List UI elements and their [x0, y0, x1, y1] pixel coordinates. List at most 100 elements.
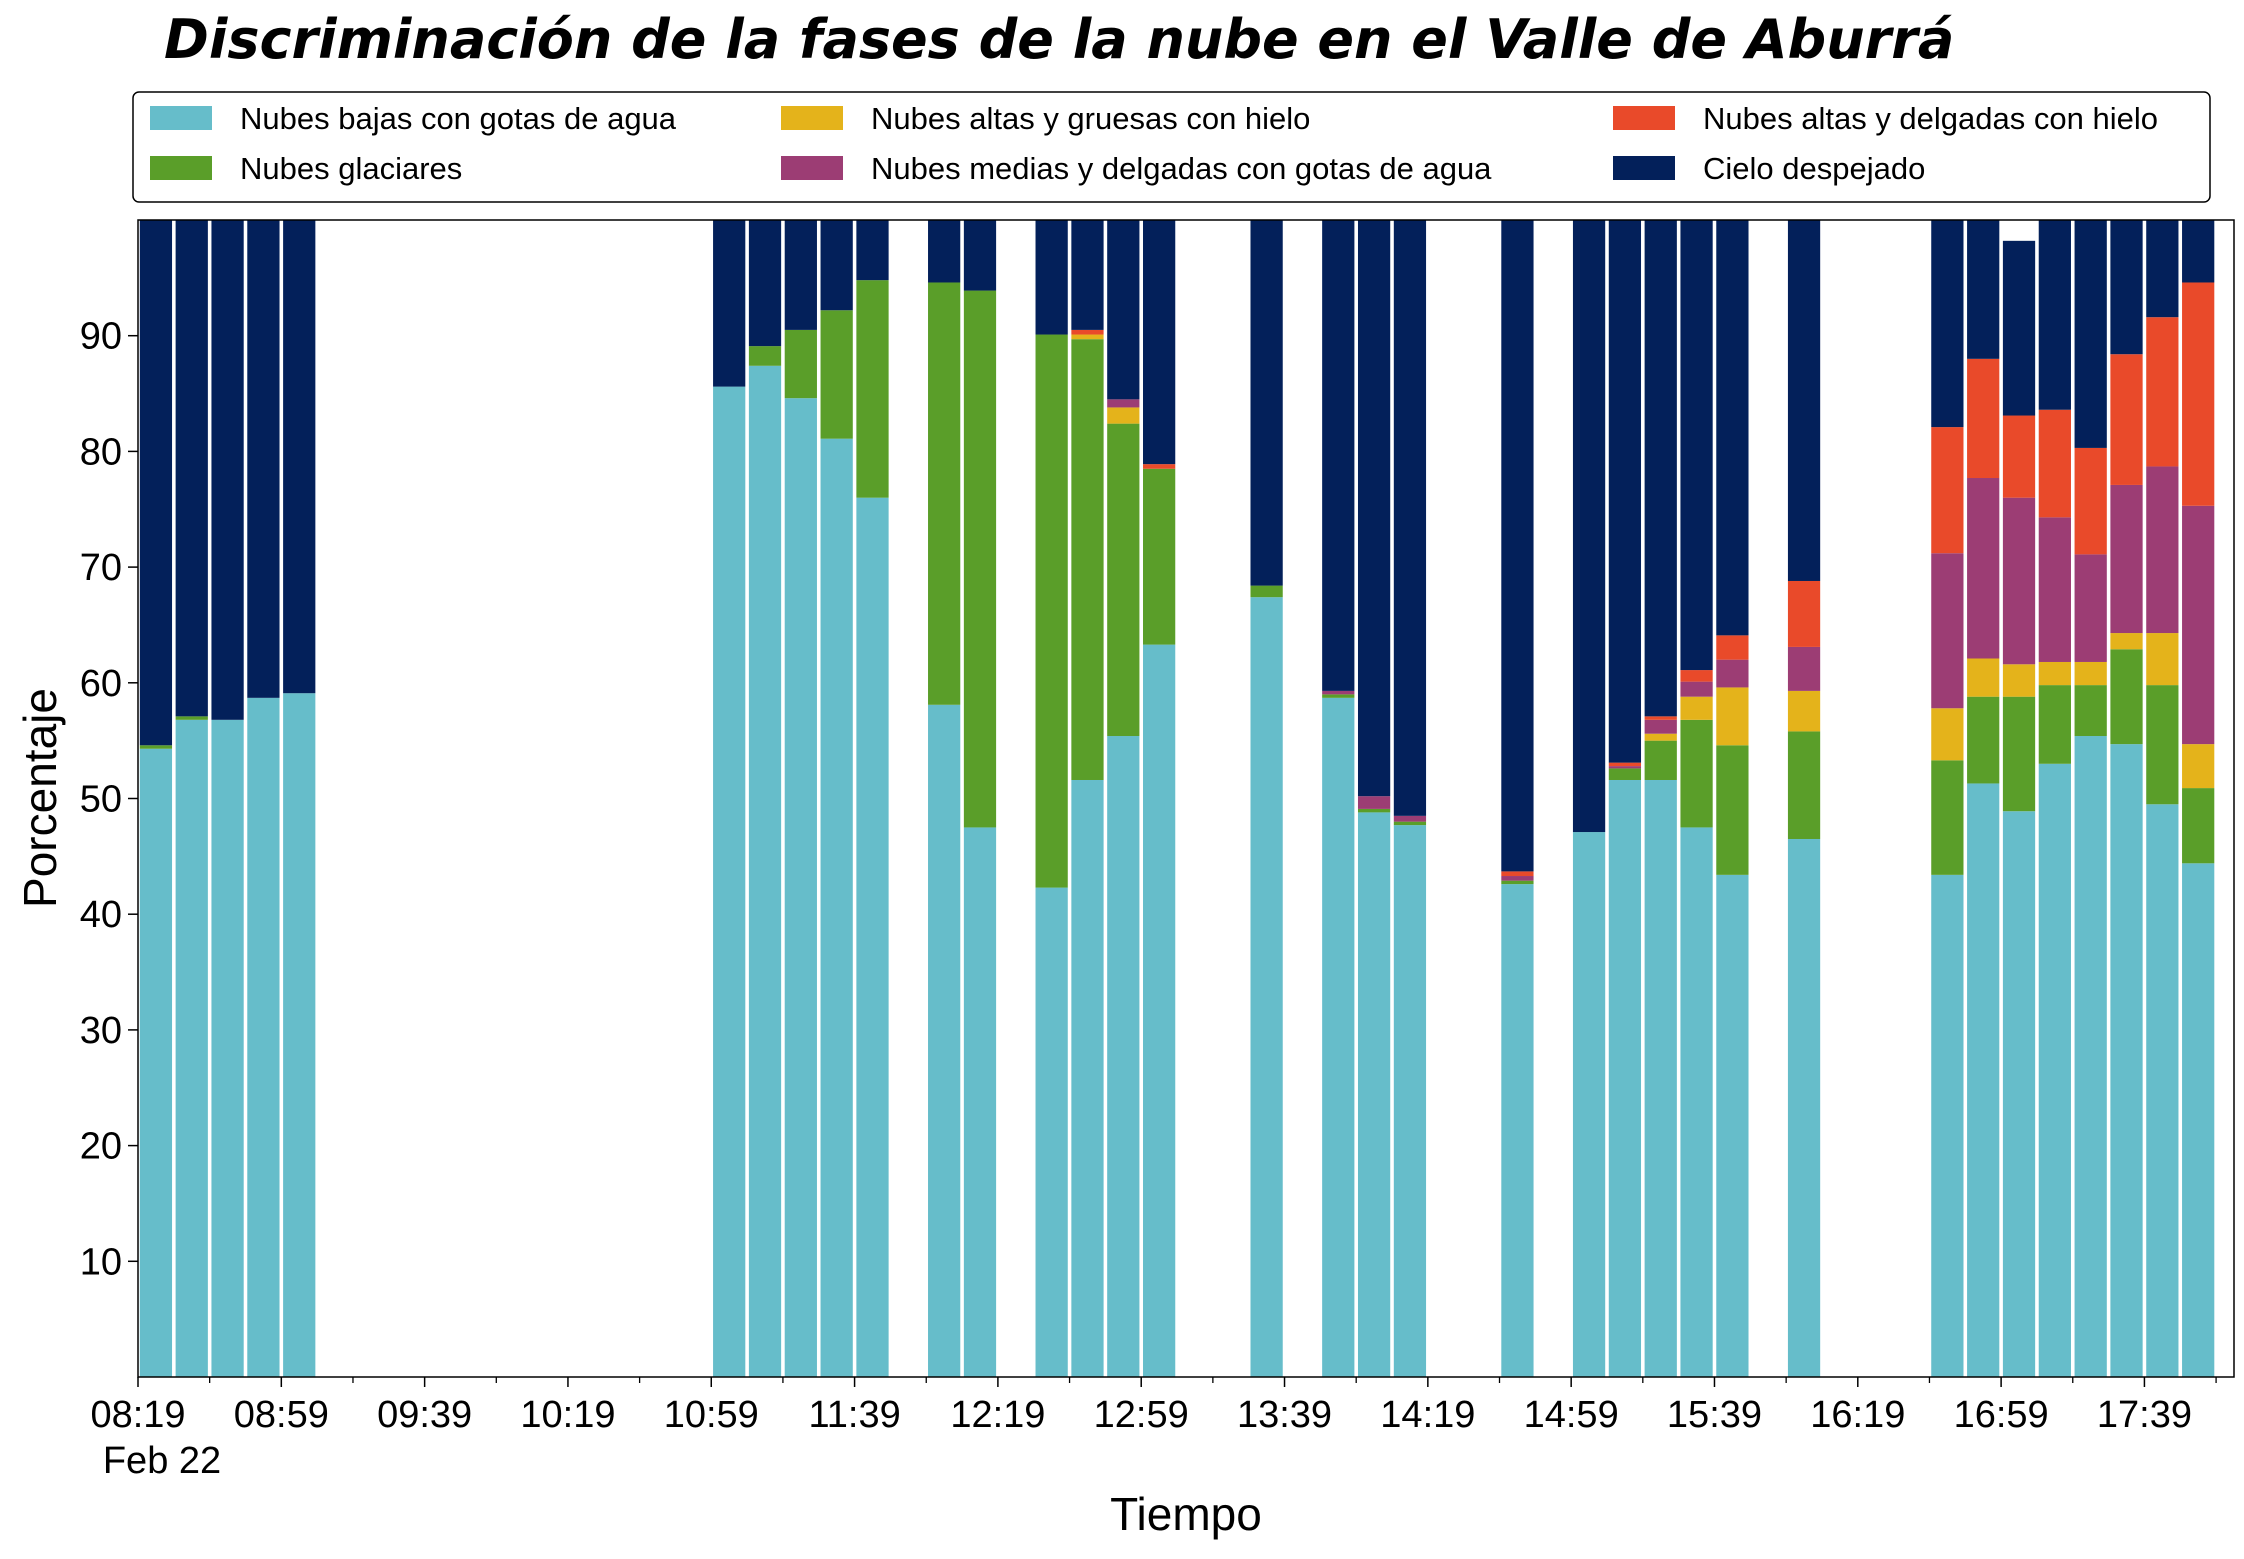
bar-segment — [211, 719, 244, 1377]
bar-segment — [1501, 876, 1534, 881]
legend-label: Nubes altas y delgadas con hielo — [1703, 101, 2158, 136]
bar-segment — [748, 365, 782, 1377]
bar-segment — [784, 220, 817, 330]
y-tick-label: 80 — [80, 431, 122, 473]
bar-segment — [1680, 670, 1713, 682]
plot-area: 10 20 30 40 50 60 70 80 90 08:19 08:59 09:39 10:19 1… — [80, 219, 2235, 1436]
bar-segment — [963, 290, 997, 828]
bar-segment — [856, 280, 889, 498]
bar-segment — [1572, 832, 1606, 1377]
bar-segment — [2002, 696, 2036, 812]
bar-segment — [2110, 633, 2143, 650]
bar-segment — [1572, 220, 1606, 833]
legend-label: Nubes medias y delgadas con gotas de agu… — [871, 151, 1492, 186]
bar-segment — [1608, 220, 1642, 763]
bar-segment — [1680, 681, 1713, 697]
bar-segment — [139, 745, 173, 749]
x-tick-label: 13:39 — [1237, 1394, 1332, 1436]
bar-segment — [1680, 827, 1713, 1377]
bar-segment — [1357, 220, 1391, 797]
bar-segment — [1787, 690, 1821, 732]
x-tick-label: 10:59 — [664, 1394, 759, 1436]
x-tick-label: 09:39 — [377, 1394, 472, 1436]
bar-segment — [1250, 585, 1283, 598]
legend-swatch — [1613, 156, 1675, 180]
bar-segment — [820, 220, 853, 311]
x-date-label: Feb 22 — [103, 1440, 221, 1482]
bar-segment — [2110, 649, 2143, 745]
x-tick-label: 16:59 — [1954, 1394, 2049, 1436]
bar-segment — [1716, 745, 1749, 875]
bar-segment — [2182, 505, 2215, 745]
bar-segment — [820, 438, 853, 1377]
bar-segment — [963, 220, 997, 291]
bar-segment — [2002, 664, 2036, 697]
bar-segment — [1644, 220, 1677, 717]
bar-segment — [2110, 744, 2143, 1377]
x-tick-label: 10:19 — [520, 1394, 615, 1436]
bar-segment — [2110, 484, 2143, 634]
bar-segment — [139, 220, 173, 746]
bar-segment — [1143, 468, 1176, 645]
legend: Nubes bajas con gotas de agua Nubes glaci… — [132, 91, 2211, 203]
bar-segment — [2182, 788, 2215, 864]
bar-segment — [1644, 779, 1677, 1377]
bar-segment — [247, 220, 280, 698]
bar-segment — [1035, 220, 1068, 335]
bar-segment — [1071, 339, 1104, 780]
bar-segment — [283, 220, 316, 694]
x-tick-label: 15:39 — [1667, 1394, 1762, 1436]
bar-segment — [2146, 220, 2179, 318]
bar-segment — [2110, 220, 2143, 355]
bar-segment — [1608, 766, 1642, 769]
bar-segment — [2002, 240, 2036, 416]
bar-segment — [928, 282, 961, 705]
bar-segment — [1716, 635, 1749, 660]
bar-segment — [211, 220, 244, 720]
x-tick-label: 17:39 — [2097, 1394, 2192, 1436]
bar-segment — [1071, 334, 1104, 340]
bar-segment — [748, 346, 782, 366]
legend-swatch — [1613, 106, 1675, 130]
bar-segment — [1357, 808, 1391, 813]
y-tick-label: 50 — [80, 779, 122, 821]
bar-segment — [2038, 409, 2071, 518]
bar-segment — [1931, 220, 1964, 428]
bar-segment — [2074, 220, 2107, 448]
bar-segment — [963, 827, 997, 1377]
x-tick-label: 08:19 — [90, 1394, 185, 1436]
bar-segment — [1250, 597, 1283, 1377]
bar-segment — [1071, 779, 1104, 1377]
bar-segment — [1107, 407, 1140, 424]
bar-segment — [2038, 685, 2071, 764]
bar-segment — [2074, 554, 2107, 662]
bar-segment — [1716, 220, 1749, 636]
y-tick-label: 40 — [80, 894, 122, 936]
y-tick-label: 30 — [80, 1010, 122, 1052]
y-tick-label: 10 — [80, 1241, 122, 1283]
bar-segment — [1680, 696, 1713, 720]
bar-segment — [1644, 733, 1677, 741]
bar-segment — [1393, 821, 1427, 826]
bar-segment — [1107, 399, 1140, 408]
y-tick-label: 90 — [80, 316, 122, 358]
bar-segment — [1608, 762, 1642, 767]
bar-segment — [2038, 517, 2071, 662]
bar-segment — [2146, 317, 2179, 467]
bar-segment — [2002, 811, 2036, 1377]
bar-segment — [1393, 220, 1427, 816]
legend-frame — [132, 91, 2211, 203]
bar-segment — [2182, 220, 2215, 283]
bar-segment — [1035, 887, 1068, 1377]
bar-segment — [1143, 644, 1176, 1377]
y-tick-label: 70 — [80, 547, 122, 589]
legend-swatch — [150, 106, 212, 130]
bar-segment — [2146, 685, 2179, 805]
bar-segment — [2074, 661, 2107, 686]
y-axis: 10 20 30 40 50 60 70 80 90 — [80, 316, 138, 1283]
bar-segment — [1357, 812, 1391, 1377]
x-tick-label: 12:59 — [1094, 1394, 1189, 1436]
bar-segment — [2182, 863, 2215, 1377]
bar-segment — [139, 748, 173, 1377]
